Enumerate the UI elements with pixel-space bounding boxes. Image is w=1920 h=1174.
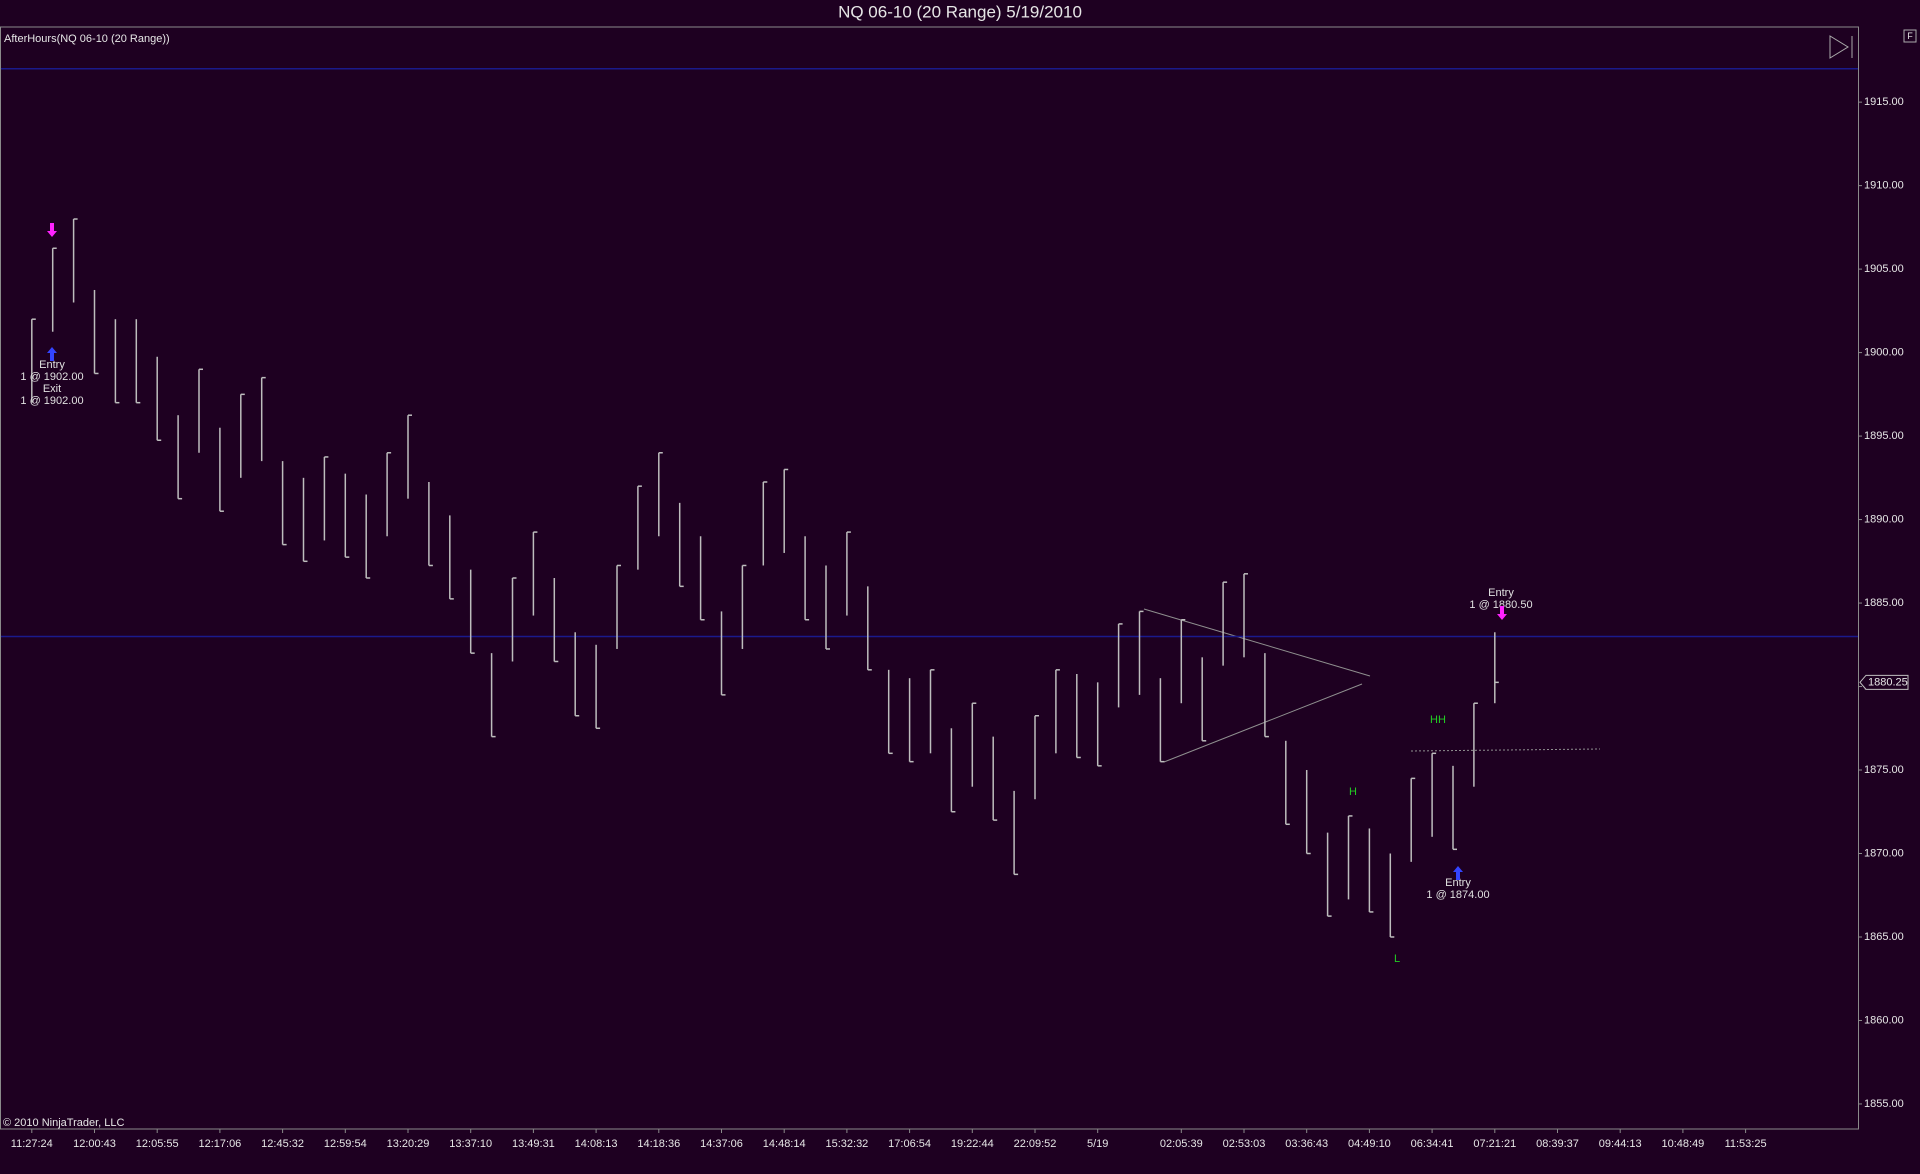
annotation: Entry: [1488, 587, 1514, 599]
y-tick-label: 1865.00: [1864, 931, 1904, 943]
y-tick-label: 1895.00: [1864, 430, 1904, 442]
x-tick-label: 11:27:24: [11, 1138, 53, 1150]
y-tick-label: 1910.00: [1864, 180, 1904, 192]
corner-button[interactable]: [1903, 29, 1917, 43]
x-tick-label: 5/19: [1087, 1138, 1108, 1150]
x-tick-label: 19:22:44: [951, 1138, 994, 1150]
y-tick-label: 1890.00: [1864, 513, 1904, 525]
annotation: Exit: [43, 383, 61, 395]
x-tick-label: 10:48:49: [1661, 1138, 1704, 1150]
x-tick-label: 09:44:13: [1599, 1138, 1642, 1150]
x-tick-label: 14:48:14: [763, 1138, 806, 1150]
annotation: 1 @ 1902.00: [20, 371, 83, 383]
execution-arrow: [1497, 606, 1507, 620]
scroll-arrow[interactable]: [1829, 35, 1849, 59]
x-tick-label: 07:21:21: [1473, 1138, 1516, 1150]
annotation: 1 @ 1880.50: [1469, 599, 1532, 611]
level-line: [1410, 748, 1601, 752]
annotation: HH: [1430, 714, 1446, 726]
x-tick-label: 08:39:37: [1536, 1138, 1579, 1150]
x-tick-label: 06:34:41: [1411, 1138, 1454, 1150]
x-tick-label: 12:17:06: [198, 1138, 241, 1150]
copyright: © 2010 NinjaTrader, LLC: [3, 1117, 124, 1129]
trend-line: [1163, 683, 1363, 763]
last-price-label: 1880.25: [1868, 676, 1908, 688]
annotation: H: [1349, 786, 1357, 798]
x-tick-label: 12:45:32: [261, 1138, 304, 1150]
y-tick-label: 1870.00: [1864, 847, 1904, 859]
last-price-box: [1859, 674, 1909, 690]
y-tick-label: 1900.00: [1864, 346, 1904, 358]
indicator-label: AfterHours(NQ 06-10 (20 Range)): [4, 33, 170, 45]
x-tick-label: 14:37:06: [700, 1138, 743, 1150]
x-tick-label: 02:05:39: [1160, 1138, 1203, 1150]
x-tick-label: 03:36:43: [1285, 1138, 1328, 1150]
annotation: 1 @ 1874.00: [1426, 889, 1489, 901]
annotation: L: [1394, 953, 1400, 965]
corner-button-label[interactable]: F: [1907, 31, 1913, 41]
x-tick-label: 04:49:10: [1348, 1138, 1391, 1150]
x-tick-label: 12:05:55: [136, 1138, 179, 1150]
annotation: Entry: [39, 359, 65, 371]
y-tick-label: 1885.00: [1864, 597, 1904, 609]
plot-border: [0, 26, 1859, 1130]
x-tick-label: 12:59:54: [324, 1138, 367, 1150]
x-tick-label: 22:09:52: [1014, 1138, 1057, 1150]
y-tick-label: 1860.00: [1864, 1014, 1904, 1026]
annotation: 1 @ 1902.00: [20, 395, 83, 407]
execution-arrow: [47, 223, 57, 237]
y-tick-label: 1915.00: [1864, 96, 1904, 108]
x-tick-label: 13:20:29: [387, 1138, 430, 1150]
chart-title: NQ 06-10 (20 Range) 5/19/2010: [838, 2, 1082, 21]
x-tick-label: 14:08:13: [575, 1138, 618, 1150]
execution-arrow: [1453, 866, 1463, 880]
execution-arrow: [47, 347, 57, 361]
x-tick-label: 17:06:54: [888, 1138, 931, 1150]
x-tick-label: 13:37:10: [449, 1138, 492, 1150]
y-tick-label: 1875.00: [1864, 764, 1904, 776]
x-tick-label: 12:00:43: [73, 1138, 116, 1150]
x-tick-label: 15:32:32: [825, 1138, 868, 1150]
annotation: Entry: [1445, 877, 1471, 889]
x-tick-label: 13:49:31: [512, 1138, 555, 1150]
x-tick-label: 11:53:25: [1725, 1138, 1767, 1150]
x-tick-label: 14:18:36: [637, 1138, 680, 1150]
x-tick-label: 02:53:03: [1223, 1138, 1266, 1150]
scroll-end-icon[interactable]: [1829, 35, 1853, 59]
y-tick-label: 1905.00: [1864, 263, 1904, 275]
y-tick-label: 1855.00: [1864, 1098, 1904, 1110]
